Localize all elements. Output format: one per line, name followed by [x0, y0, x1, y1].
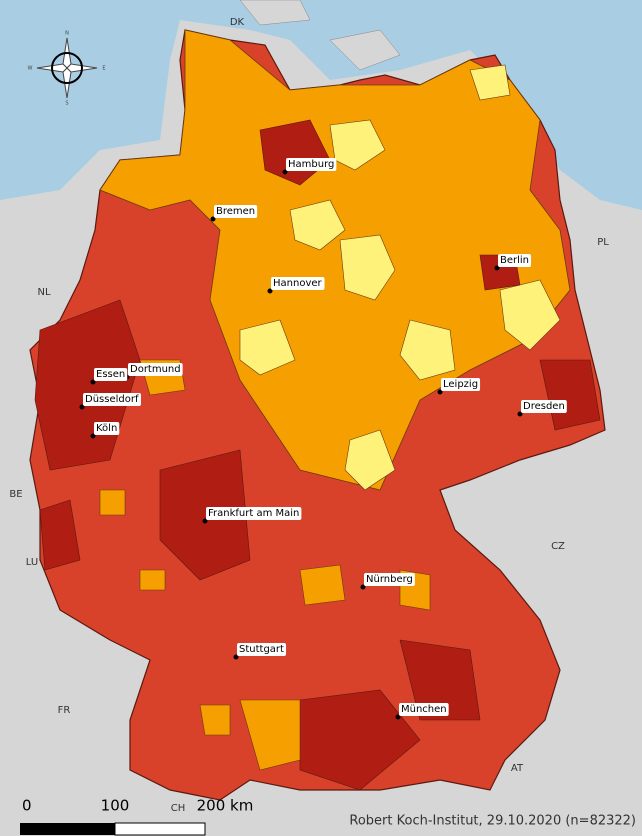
city: München	[395, 703, 449, 720]
city-label-bg	[83, 393, 141, 406]
country-label: CH	[171, 803, 186, 814]
compass-letter: E	[102, 66, 105, 72]
city: Bremen	[210, 205, 258, 222]
danish-islands	[239, 0, 401, 71]
city-label: Hannover	[273, 278, 323, 289]
city-dot	[79, 404, 85, 410]
compass-letter: W	[28, 66, 33, 72]
city-label-bg	[286, 158, 337, 171]
city-label-bg	[399, 703, 449, 716]
city: Leipzig	[437, 378, 481, 395]
city-label: Hamburg	[288, 159, 334, 170]
city-label: Berlin	[500, 255, 529, 266]
city-dot	[437, 389, 443, 395]
city: Essen	[90, 368, 128, 385]
city-label-bg	[441, 378, 481, 391]
country-label: FR	[58, 705, 71, 716]
low-incidence-areas	[239, 64, 561, 491]
sea	[0, 0, 642, 210]
city: Stuttgart	[233, 643, 287, 660]
scale-label: 100	[101, 797, 130, 815]
scale-label: 0	[22, 797, 32, 815]
city-label-bg	[94, 422, 120, 435]
city: Hamburg	[282, 158, 337, 175]
city-label-bg	[271, 277, 325, 290]
city-label: Frankfurt am Main	[208, 508, 299, 519]
country-label: CZ	[551, 541, 565, 552]
city-label: Bremen	[216, 206, 255, 217]
city-label-bg	[498, 254, 532, 267]
city-dot	[90, 433, 96, 439]
country-label: NL	[37, 287, 50, 298]
city: Düsseldorf	[79, 393, 141, 410]
compass-letter: S	[65, 101, 68, 107]
city-dot	[267, 288, 273, 294]
city-label: Dortmund	[130, 364, 181, 375]
city-dot	[494, 265, 500, 271]
city-dot	[360, 584, 366, 590]
scale-label: 200 km	[197, 797, 254, 815]
city-label: Dresden	[523, 401, 565, 412]
city-label-bg	[237, 643, 287, 656]
city-label-bg	[214, 205, 258, 218]
city-label: Köln	[96, 423, 117, 434]
city-label-bg	[94, 368, 128, 381]
city: Berlin	[494, 254, 532, 271]
city-label: München	[401, 704, 447, 715]
city-dot	[202, 518, 208, 524]
city-dot	[90, 379, 96, 385]
city-dot	[282, 169, 288, 175]
city-dot	[517, 411, 523, 417]
city-dot	[395, 714, 401, 720]
city-label-bg	[206, 507, 302, 520]
city: Nürnberg	[360, 573, 415, 590]
city-label: Stuttgart	[239, 644, 284, 655]
scale-bar	[20, 822, 206, 836]
city-label: Essen	[96, 369, 125, 380]
city-label-bg	[521, 400, 567, 413]
city: Hannover	[267, 277, 325, 294]
country-label: BE	[9, 489, 22, 500]
compass	[36, 37, 98, 99]
city-label: Nürnberg	[366, 574, 413, 585]
country-label: AT	[511, 763, 524, 774]
city: Frankfurt am Main	[202, 507, 302, 524]
city-label: Leipzig	[443, 379, 478, 390]
country-label: DK	[230, 17, 245, 28]
city-label: Düsseldorf	[85, 394, 139, 405]
credit: Robert Koch-Institut, 29.10.2020 (n=8232…	[349, 814, 636, 829]
city-dot	[233, 654, 239, 660]
compass-letter: N	[65, 31, 69, 37]
country-label: LU	[26, 557, 38, 568]
city: Köln	[90, 422, 120, 439]
city-label-bg	[364, 573, 415, 586]
city: Dresden	[517, 400, 567, 417]
city-dot	[210, 216, 216, 222]
city-label-bg	[128, 363, 183, 376]
country-label: PL	[597, 237, 609, 248]
